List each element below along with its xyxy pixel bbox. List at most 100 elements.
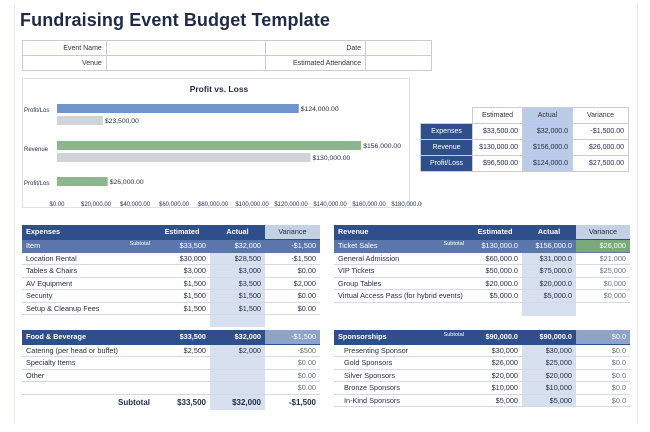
row-label[interactable]: Presenting Sponsor: [334, 344, 468, 357]
ticket-actual[interactable]: $156,000.0: [522, 239, 576, 253]
row-variance[interactable]: -$500: [265, 344, 320, 357]
row-label[interactable]: Security: [22, 289, 154, 303]
row-label[interactable]: Group Tables: [334, 277, 468, 290]
chart-data-label: $156,000.00: [363, 143, 401, 150]
summary-variance[interactable]: $26,000.00: [572, 139, 629, 156]
row-variance[interactable]: $0.0: [576, 369, 630, 382]
row-label[interactable]: In-Kind Sponsors: [334, 394, 468, 407]
row-variance[interactable]: $0.00: [265, 369, 320, 382]
summary-estimated[interactable]: $33,500.00: [472, 123, 523, 140]
item-estimated[interactable]: $33,500: [154, 239, 210, 253]
row-label[interactable]: Catering (per head or buffet): [22, 344, 154, 357]
row-variance[interactable]: -$1,500: [265, 252, 320, 265]
row-actual[interactable]: $20,000.0: [522, 277, 576, 290]
row-actual[interactable]: $25,000: [522, 356, 576, 370]
ticket-variance[interactable]: $26,000: [576, 239, 630, 253]
row-estimated[interactable]: $50,000.0: [468, 264, 522, 278]
row-actual[interactable]: [210, 369, 265, 382]
summary-estimated[interactable]: $130,000.00: [472, 139, 523, 156]
row-actual[interactable]: $28,500: [210, 252, 265, 265]
row-label[interactable]: AV Equipment: [22, 277, 154, 290]
row-actual[interactable]: $5,000: [522, 394, 576, 407]
row-label[interactable]: Silver Sponsors: [334, 369, 468, 382]
row-label[interactable]: Setup & Cleanup Fees: [22, 302, 154, 315]
row-variance[interactable]: $0.00: [265, 302, 320, 315]
row-actual[interactable]: $1,500: [210, 289, 265, 303]
summary-actual[interactable]: $156,000.0: [522, 139, 573, 156]
event-name-field[interactable]: [105, 40, 267, 56]
row-actual[interactable]: [210, 356, 265, 370]
item-actual[interactable]: $32,000: [210, 239, 265, 253]
row-variance[interactable]: $25,000: [576, 264, 630, 278]
row-variance[interactable]: $2,000: [265, 277, 320, 290]
row-estimated[interactable]: $20,000.0: [468, 277, 522, 290]
row-variance[interactable]: $0.00: [265, 381, 320, 395]
date-field[interactable]: [365, 40, 432, 56]
row-variance[interactable]: $0.00: [265, 264, 320, 278]
row-estimated[interactable]: $1,500: [154, 289, 210, 303]
food-subtotal-row: Subtotal $33,500 $32,000 -$1,500: [22, 394, 320, 410]
row-variance[interactable]: $21,000: [576, 252, 630, 265]
row-label[interactable]: Other: [22, 369, 154, 382]
row-label[interactable]: Location Rental: [22, 252, 154, 265]
row-estimated[interactable]: [154, 356, 210, 370]
row-actual[interactable]: $5,000.0: [522, 289, 576, 303]
row-estimated[interactable]: $1,500: [154, 277, 210, 290]
row-estimated[interactable]: $5,000.0: [468, 289, 522, 303]
row-actual[interactable]: $20,000: [522, 369, 576, 382]
row-estimated[interactable]: $30,000: [154, 252, 210, 265]
summary-actual[interactable]: $124,000.0: [522, 155, 573, 172]
row-estimated[interactable]: [154, 381, 210, 395]
row-label[interactable]: VIP Tickets: [334, 264, 468, 278]
row-estimated[interactable]: $10,000: [468, 381, 522, 395]
row-actual[interactable]: [210, 381, 265, 395]
row-actual[interactable]: $2,000: [210, 344, 265, 357]
table-row: Location Rental $30,000 $28,500 -$1,500: [22, 252, 320, 265]
row-label[interactable]: Specialty Items: [22, 356, 154, 370]
row-variance[interactable]: $0.0: [576, 394, 630, 407]
row-variance[interactable]: $0.0: [576, 356, 630, 370]
summary-row-label: Revenue: [420, 139, 473, 156]
row-label[interactable]: Gold Sponsors: [334, 356, 468, 370]
row-variance[interactable]: $0,000: [576, 289, 630, 303]
row-actual[interactable]: $31,000.0: [522, 252, 576, 265]
row-actual[interactable]: $3,000: [210, 264, 265, 278]
row-estimated[interactable]: $20,000: [468, 369, 522, 382]
row-label[interactable]: [22, 381, 154, 395]
row-label[interactable]: Tables & Chairs: [22, 264, 154, 278]
row-estimated[interactable]: $60,000.0: [468, 252, 522, 265]
summary-variance[interactable]: -$1,500.00: [572, 123, 629, 140]
summary-header-variance: Variance: [572, 107, 629, 124]
row-actual[interactable]: $75,000.0: [522, 264, 576, 278]
row-label[interactable]: Virtual Access Pass (for hybrid events): [334, 289, 468, 303]
summary-variance[interactable]: $27,500.00: [572, 155, 629, 172]
subtotal-label: Subtotal: [443, 332, 464, 339]
summary-actual[interactable]: $32,000.0: [522, 123, 573, 140]
row-estimated[interactable]: $30,000: [468, 344, 522, 357]
row-estimated[interactable]: $26,000: [468, 356, 522, 370]
row-estimated[interactable]: $3,000: [154, 264, 210, 278]
row-variance[interactable]: $0.0: [576, 344, 630, 357]
row-variance[interactable]: $0.0: [576, 381, 630, 395]
row-label[interactable]: Bronze Sponsors: [334, 381, 468, 395]
row-estimated[interactable]: $1,500: [154, 302, 210, 315]
row-estimated[interactable]: $5,000: [468, 394, 522, 407]
attendance-field[interactable]: [365, 55, 432, 71]
item-variance[interactable]: -$1,500: [265, 239, 320, 253]
row-variance[interactable]: $0.00: [265, 356, 320, 370]
summary-row-label: Expenses: [420, 123, 473, 140]
ticket-estimated[interactable]: $130,000.0: [468, 239, 522, 253]
summary-row: Expenses $33,500.00 $32,000.0 -$1,500.00: [420, 123, 629, 140]
venue-field[interactable]: [105, 55, 267, 71]
food-subtotal-estimated: $33,500: [177, 397, 206, 407]
row-variance[interactable]: $0,000: [576, 277, 630, 290]
row-estimated[interactable]: $2,500: [154, 344, 210, 357]
row-actual[interactable]: $30,000: [522, 344, 576, 357]
row-label[interactable]: General Admission: [334, 252, 468, 265]
row-actual[interactable]: $1,500: [210, 302, 265, 315]
row-estimated[interactable]: [154, 369, 210, 382]
row-variance[interactable]: $0.00: [265, 289, 320, 303]
summary-estimated[interactable]: $96,500.00: [472, 155, 523, 172]
row-actual[interactable]: $10,000: [522, 381, 576, 395]
row-actual[interactable]: $3,500: [210, 277, 265, 290]
